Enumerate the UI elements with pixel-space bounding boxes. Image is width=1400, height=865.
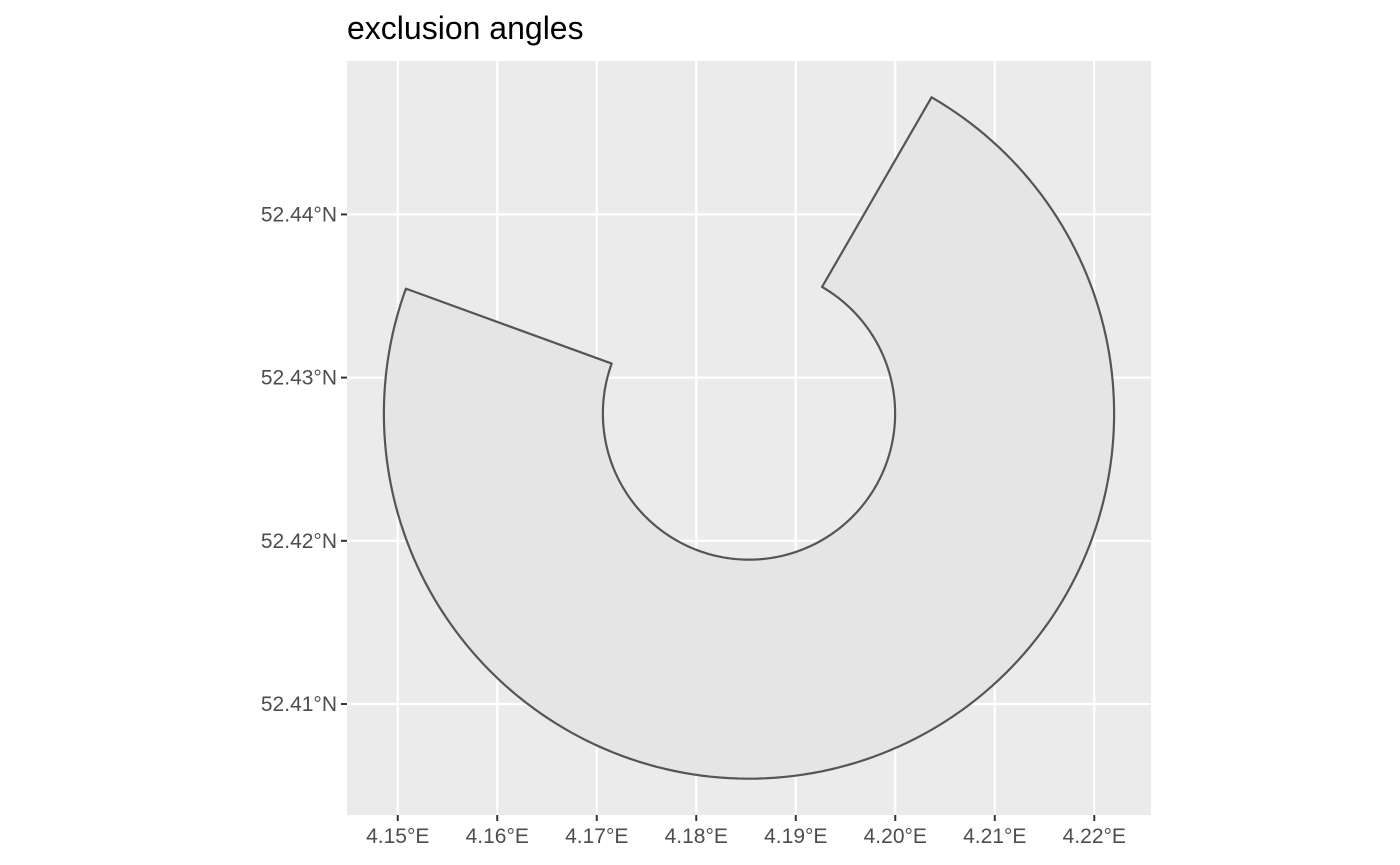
y-tick-label: 52.41°N xyxy=(261,693,337,716)
x-tick-label: 4.20°E xyxy=(864,825,927,848)
x-axis: 4.15°E 4.16°E 4.17°E 4.18°E 4.19°E 4.20°E 4.21… xyxy=(366,815,1126,848)
x-tick-label: 4.21°E xyxy=(963,825,1026,848)
x-tick-label: 4.19°E xyxy=(764,825,827,848)
x-tick-label: 4.15°E xyxy=(366,825,429,848)
x-tick-label: 4.22°E xyxy=(1063,825,1126,848)
x-tick-label: 4.18°E xyxy=(665,825,728,848)
chart-title: exclusion angles xyxy=(347,10,584,46)
x-tick-label: 4.17°E xyxy=(565,825,628,848)
y-tick-label: 52.42°N xyxy=(261,530,337,553)
y-tick-label: 52.44°N xyxy=(261,203,337,226)
exclusion-shape xyxy=(382,96,1116,780)
y-tick-label: 52.43°N xyxy=(261,367,337,390)
x-tick-label: 4.16°E xyxy=(466,825,529,848)
y-axis: 52.41°N 52.42°N 52.43°N 52.44°N xyxy=(261,203,347,716)
